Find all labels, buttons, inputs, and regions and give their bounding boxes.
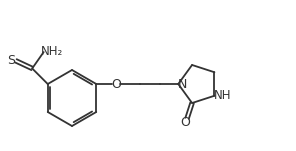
- Text: N: N: [178, 79, 187, 92]
- Text: NH₂: NH₂: [41, 45, 63, 58]
- Text: NH: NH: [214, 89, 231, 102]
- Text: O: O: [111, 77, 121, 90]
- Text: O: O: [181, 116, 191, 130]
- Text: S: S: [7, 54, 15, 67]
